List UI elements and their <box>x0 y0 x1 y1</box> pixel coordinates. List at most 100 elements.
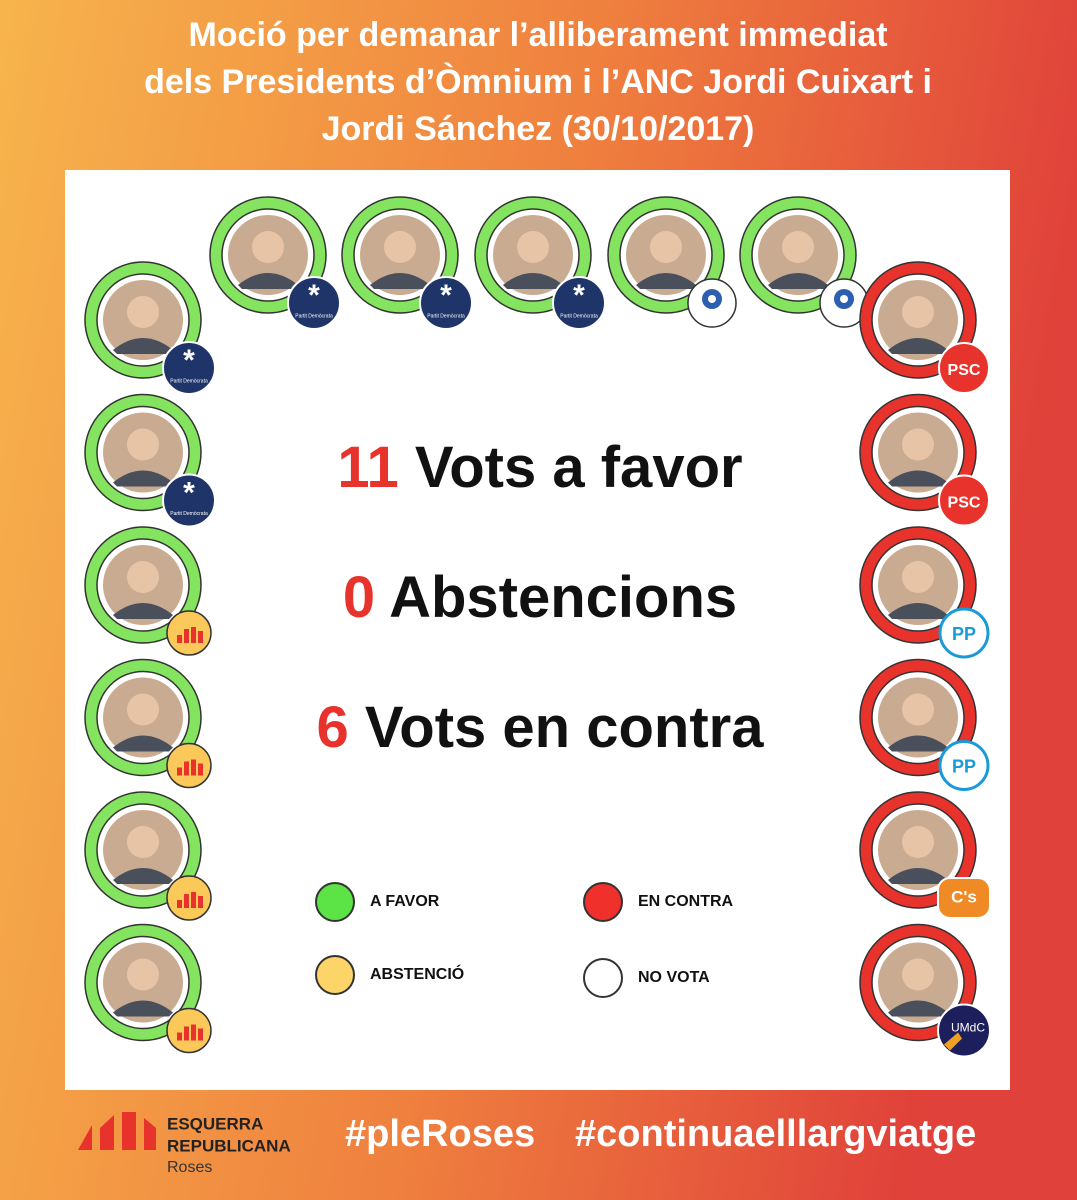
photo-body <box>888 603 948 619</box>
photo-body <box>888 868 948 884</box>
badge-bar <box>191 892 196 908</box>
party-badge: PP <box>938 607 990 659</box>
photo-head <box>384 231 416 263</box>
badge-bar <box>177 635 182 643</box>
legend-label: EN CONTRA <box>638 893 734 910</box>
legend-swatch <box>583 882 623 922</box>
party-badge <box>166 742 212 789</box>
badge-text: C's <box>951 887 977 906</box>
legend-label: A FAVOR <box>370 893 440 910</box>
photo-body <box>113 1000 173 1017</box>
badge-bar <box>184 629 189 643</box>
badge-bar <box>184 1026 189 1041</box>
party-badge <box>166 1007 212 1054</box>
badge-bg <box>162 473 216 528</box>
badge-text: Partit Demòcrata <box>427 313 465 319</box>
badge-bg <box>938 342 990 394</box>
party-badge <box>166 875 212 921</box>
badge-text: Partit Demòcrata <box>295 313 333 319</box>
result-label: Vots en contra <box>365 695 764 760</box>
hashtag: #pleRoses <box>345 1113 535 1155</box>
badge-bar <box>184 761 189 776</box>
party-badge: PP <box>938 740 990 791</box>
party-name: REPUBLICANA <box>167 1136 291 1155</box>
photo-head <box>902 826 934 858</box>
badge-text: PSC <box>948 495 981 512</box>
badge-bar <box>184 894 189 908</box>
result-label: Vots a favor <box>415 435 743 500</box>
badge-star: * <box>573 279 585 312</box>
badge-bar <box>191 759 196 776</box>
badge-bar <box>198 896 203 908</box>
photo-head <box>127 561 159 593</box>
photo-head <box>902 296 934 328</box>
badge-bg <box>287 276 341 330</box>
badge-star: * <box>440 279 452 312</box>
photo-body <box>113 868 173 884</box>
photo-head <box>902 428 934 461</box>
photo-body <box>888 1000 948 1017</box>
photo-body <box>503 273 563 289</box>
photo-head <box>782 231 814 263</box>
photo-head <box>127 296 159 328</box>
badge-star: * <box>308 279 320 312</box>
photo-head <box>902 561 934 593</box>
party-badge <box>687 278 737 328</box>
town: Roses <box>167 1159 212 1176</box>
party-badge <box>166 610 212 656</box>
photo-body <box>636 273 696 289</box>
result-label: Abstencions <box>389 565 737 630</box>
badge-bar <box>198 1028 203 1041</box>
photo-body <box>113 338 173 354</box>
badge-text: Partit Demòcrata <box>170 378 208 384</box>
legend-swatch <box>315 955 355 995</box>
legend-label: ABSTENCIÓ <box>370 964 464 983</box>
erc-logo <box>78 1112 156 1150</box>
badge-bar <box>177 767 182 776</box>
badge-text: Partit Demòcrata <box>170 511 208 517</box>
badge-bar <box>177 900 182 908</box>
badge-text: PP <box>952 756 976 776</box>
photo-body <box>238 273 298 289</box>
party-badge: UMdC <box>937 1003 991 1058</box>
title-line: Jordi Sánchez (30/10/2017) <box>322 110 755 148</box>
badge-bar <box>177 1032 182 1041</box>
party-badge: *Partit Demòcrata <box>162 341 216 395</box>
photo-head <box>127 693 159 726</box>
party-badge: C's <box>937 877 991 919</box>
badge-bar <box>191 627 196 643</box>
badge-bg <box>937 877 991 919</box>
photo-body <box>113 603 173 619</box>
photo-head <box>127 826 159 858</box>
result-number: 0 <box>343 565 375 630</box>
legend-swatch <box>315 882 355 922</box>
photo-body <box>768 273 828 289</box>
photo-head <box>650 231 682 263</box>
result-line: 0 Abstencions <box>343 565 737 630</box>
photo-body <box>888 470 948 487</box>
badge-bg <box>938 740 990 791</box>
badge-bg <box>938 607 990 659</box>
legend-swatch <box>583 958 623 998</box>
badge-text: Partit Demòcrata <box>560 313 598 319</box>
party-badge: PSC <box>938 474 990 527</box>
party-badge: *Partit Demòcrata <box>162 473 216 528</box>
badge-bg <box>552 276 606 330</box>
badge-bg <box>419 276 473 330</box>
photo-body <box>888 735 948 752</box>
photo-body <box>370 273 430 289</box>
photo-head <box>127 428 159 461</box>
party-badge: PSC <box>938 342 990 394</box>
badge-star: * <box>183 344 195 377</box>
legend-label: NO VOTA <box>638 969 710 986</box>
badge-bg <box>162 341 216 395</box>
result-line: 11 Vots a favor <box>337 435 742 500</box>
badge-bar <box>198 631 203 643</box>
photo-body <box>113 735 173 752</box>
photo-body <box>113 470 173 487</box>
badge-text: PP <box>952 624 976 644</box>
result-number: 11 <box>337 435 398 500</box>
result-number: 6 <box>317 695 349 760</box>
